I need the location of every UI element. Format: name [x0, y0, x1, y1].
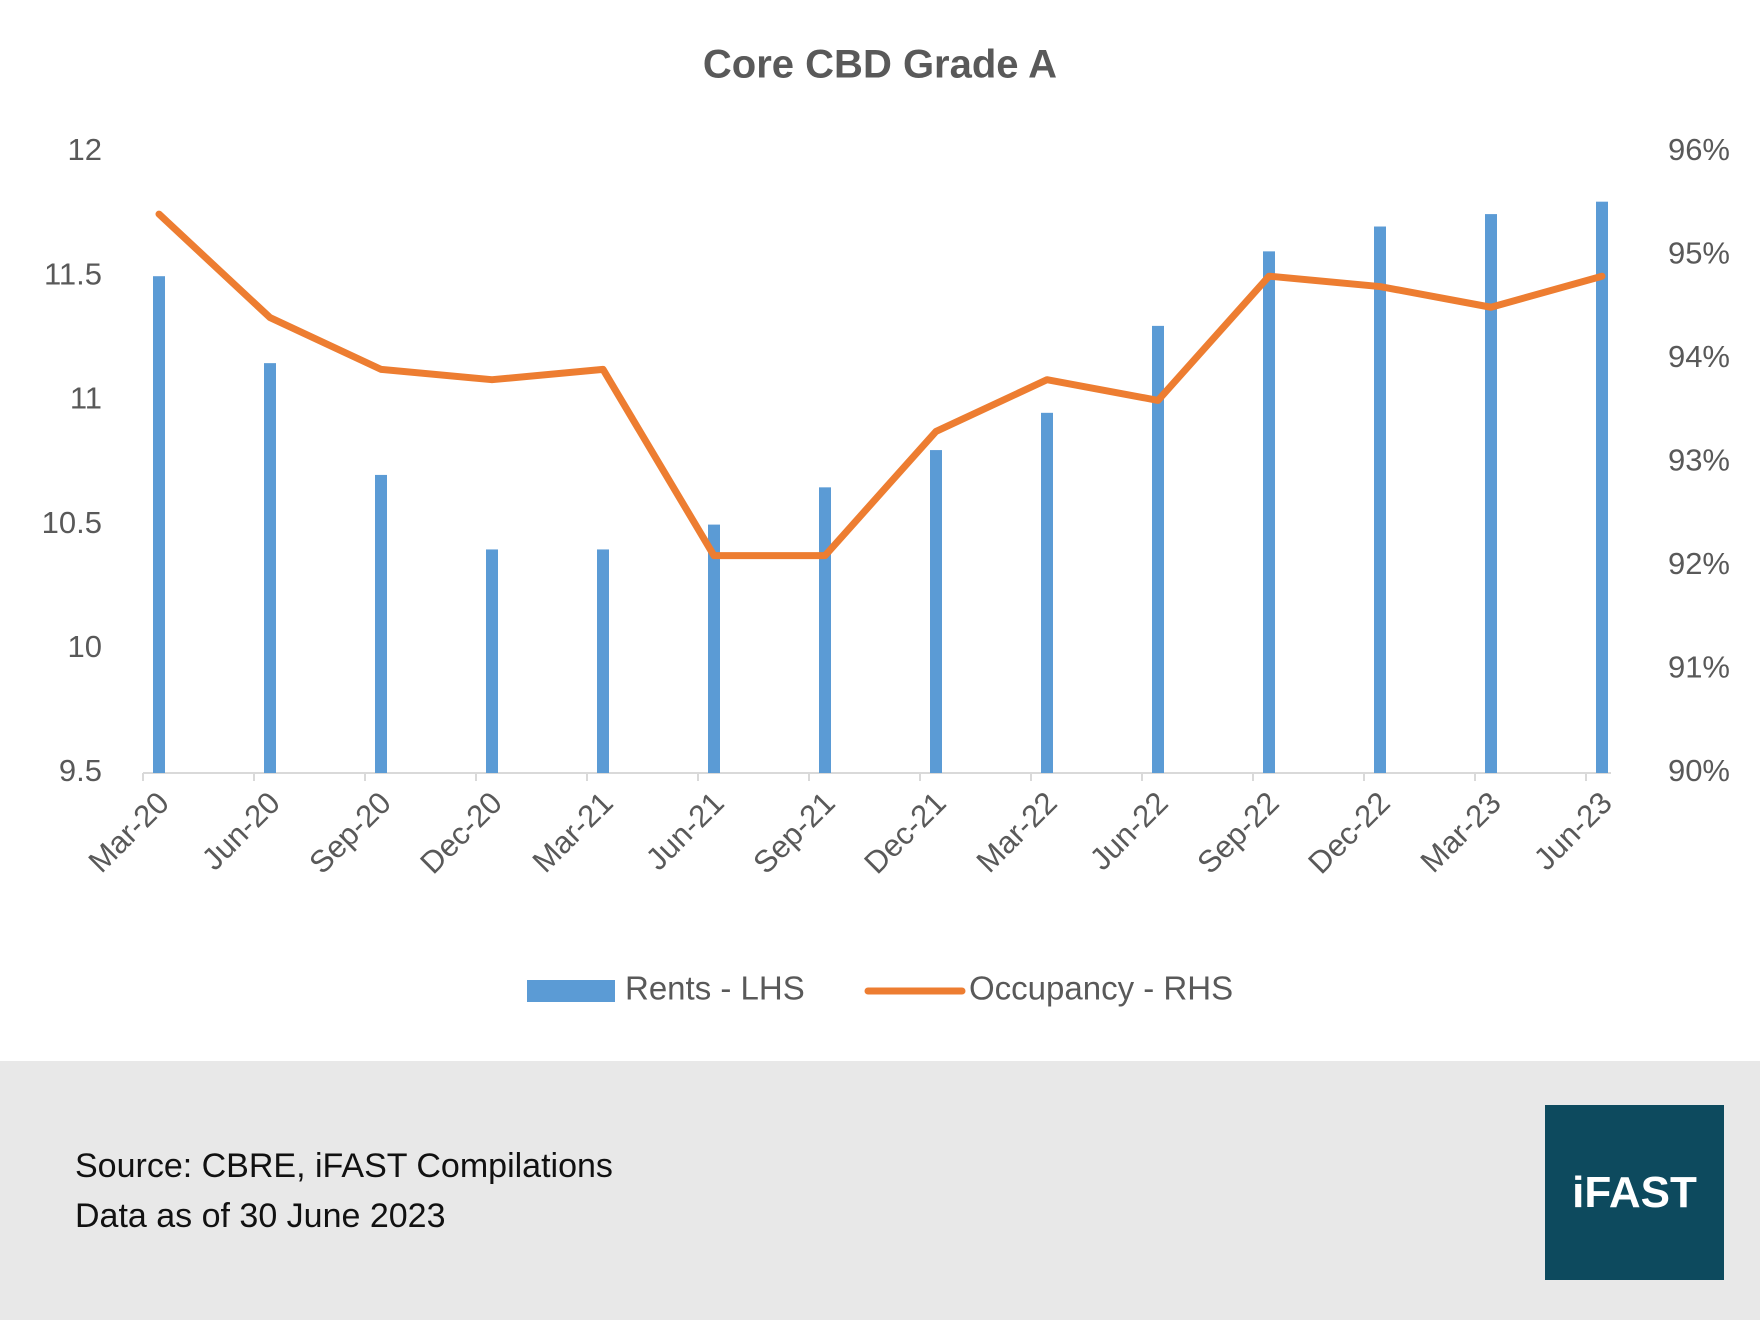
y-tick-label: 11.5 [44, 256, 102, 291]
x-tick-label: Sep-22 [1190, 785, 1285, 880]
bar [597, 549, 609, 773]
legend-label: Rents - LHS [625, 970, 805, 1007]
x-tick-label: Jun-21 [639, 785, 731, 877]
y2-tick-label: 94% [1668, 339, 1730, 374]
x-tick-label: Mar-21 [526, 785, 620, 879]
bar [1152, 325, 1164, 773]
x-tick-label: Dec-21 [857, 785, 952, 880]
y-tick-label: 10.5 [42, 505, 102, 540]
bar [1374, 226, 1386, 773]
x-tick-label: Mar-23 [1414, 785, 1508, 879]
legend-label: Occupancy - RHS [969, 970, 1233, 1007]
x-tick-label: Jun-23 [1527, 785, 1619, 877]
x-tick-label: Dec-22 [1301, 785, 1396, 880]
y-tick-label: 12 [68, 132, 102, 167]
x-tick-label: Sep-21 [746, 785, 841, 880]
y2-tick-label: 93% [1668, 443, 1730, 478]
x-tick-label: Jun-20 [195, 785, 287, 877]
bar [1263, 251, 1275, 774]
footer: Source: CBRE, iFAST Compilations Data as… [0, 1061, 1760, 1320]
y-tick-label: 11 [70, 381, 102, 416]
legend-swatch [527, 980, 615, 1002]
bar [819, 487, 831, 773]
x-tick-label: Mar-22 [970, 785, 1064, 879]
logo: iFAST [1545, 1105, 1724, 1280]
bar [375, 474, 387, 773]
bar [1485, 214, 1497, 774]
source-note: Source: CBRE, iFAST Compilations [75, 1147, 613, 1185]
bar [153, 276, 165, 773]
x-tick-label: Mar-20 [82, 785, 176, 879]
chart-title: Core CBD Grade A [703, 43, 1057, 87]
y2-tick-label: 91% [1668, 650, 1730, 685]
y2-tick-label: 90% [1668, 753, 1730, 788]
x-tick-label: Sep-20 [302, 785, 397, 880]
bar [264, 363, 276, 773]
chart: Core CBD Grade A 9.5 10 10.5 11 11.5 12 90% 91%… [42, 43, 1730, 1007]
y2-tick-label: 95% [1668, 236, 1730, 271]
line [155, 210, 1606, 560]
x-tick-label: Jun-22 [1083, 785, 1175, 877]
data-date-note: Data as of 30 June 2023 [75, 1197, 446, 1235]
y2-tick-label: 96% [1668, 132, 1730, 167]
x-tick-label: Dec-20 [413, 785, 508, 880]
y2-tick-label: 92% [1668, 546, 1730, 581]
bar [708, 524, 720, 773]
bar [930, 450, 942, 773]
y-tick-label: 9.5 [59, 753, 102, 788]
bar [486, 549, 498, 773]
bar [1596, 201, 1608, 773]
bar [1041, 412, 1053, 773]
y-tick-label: 10 [68, 629, 102, 664]
